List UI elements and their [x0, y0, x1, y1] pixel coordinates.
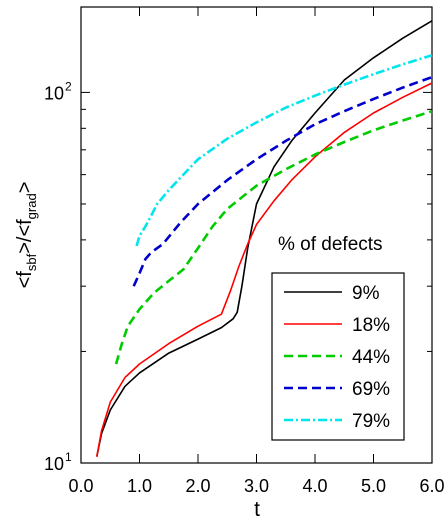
- series-line: [135, 53, 433, 247]
- svg-text:<fsbf>/<fgrad>: <fsbf>/<fgrad>: [14, 182, 39, 289]
- x-axis-label: t: [254, 498, 260, 521]
- series-line: [114, 109, 433, 365]
- y-tick-label: 10: [44, 83, 64, 103]
- series-line: [96, 82, 433, 457]
- legend-label: 9%: [352, 283, 380, 304]
- x-tick-label: 1.0: [127, 476, 152, 496]
- x-tick-label: 5.0: [361, 476, 386, 496]
- y-label-close: >: [14, 182, 36, 194]
- x-tick-label: 4.0: [302, 476, 327, 496]
- y-label-open: <f: [14, 271, 36, 289]
- legend-box: [271, 272, 405, 441]
- x-tick-label: 0.0: [68, 476, 93, 496]
- legend-label: 18%: [352, 315, 390, 336]
- y-label-mid: >/<f: [14, 219, 36, 254]
- series-line: [132, 75, 433, 287]
- y-axis-label: <fsbf>/<fgrad>: [14, 182, 39, 289]
- legend-entries: 9% 18% 44% 69% 79%: [284, 283, 390, 432]
- series-lines: [96, 20, 433, 457]
- y-tick-label-exponent: 2: [65, 79, 72, 93]
- y-tick-label-exponent: 1: [65, 450, 72, 464]
- legend-label: 79%: [352, 411, 390, 432]
- y-tick-label: 10: [44, 454, 64, 474]
- x-tick-label: 3.0: [244, 476, 269, 496]
- legend-label: 44%: [352, 347, 390, 368]
- y-tick-label-base: 10: [44, 83, 64, 103]
- x-tick-label: 2.0: [185, 476, 210, 496]
- axis-ticks: [80, 7, 433, 464]
- x-tick-labels: 0.0 1.0 2.0 3.0 4.0 5.0 6.0: [68, 476, 444, 496]
- legend-label: 69%: [352, 379, 390, 400]
- y-label-sub2: grad: [24, 193, 39, 219]
- x-tick-label: 6.0: [419, 476, 444, 496]
- y-label-sub1: sbf: [24, 253, 39, 271]
- legend-title: % of defects: [278, 234, 383, 255]
- y-tick-label-base: 10: [44, 454, 64, 474]
